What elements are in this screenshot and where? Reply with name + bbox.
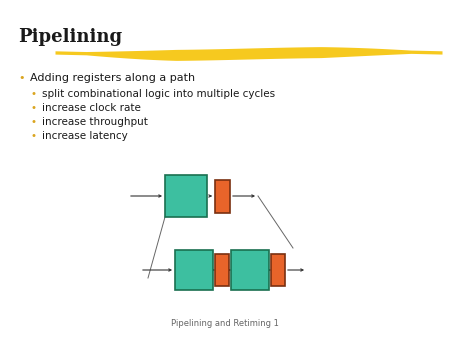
Text: increase throughput: increase throughput	[42, 117, 148, 127]
Text: split combinational logic into multiple cycles: split combinational logic into multiple …	[42, 89, 275, 99]
Text: Pipelining: Pipelining	[18, 28, 122, 46]
Text: •: •	[30, 89, 36, 99]
Text: Adding registers along a path: Adding registers along a path	[30, 73, 195, 83]
Bar	[165, 175, 207, 217]
Text: increase clock rate: increase clock rate	[42, 103, 141, 113]
Bar	[231, 250, 269, 290]
Bar	[215, 180, 230, 213]
Text: •: •	[30, 103, 36, 113]
Bar	[215, 254, 229, 286]
Bar	[271, 254, 285, 286]
Text: increase latency: increase latency	[42, 131, 128, 141]
Bar	[175, 250, 213, 290]
Text: •: •	[30, 117, 36, 127]
Text: Pipelining and Retiming 1: Pipelining and Retiming 1	[171, 319, 279, 328]
Text: •: •	[18, 73, 24, 83]
Text: •: •	[30, 131, 36, 141]
